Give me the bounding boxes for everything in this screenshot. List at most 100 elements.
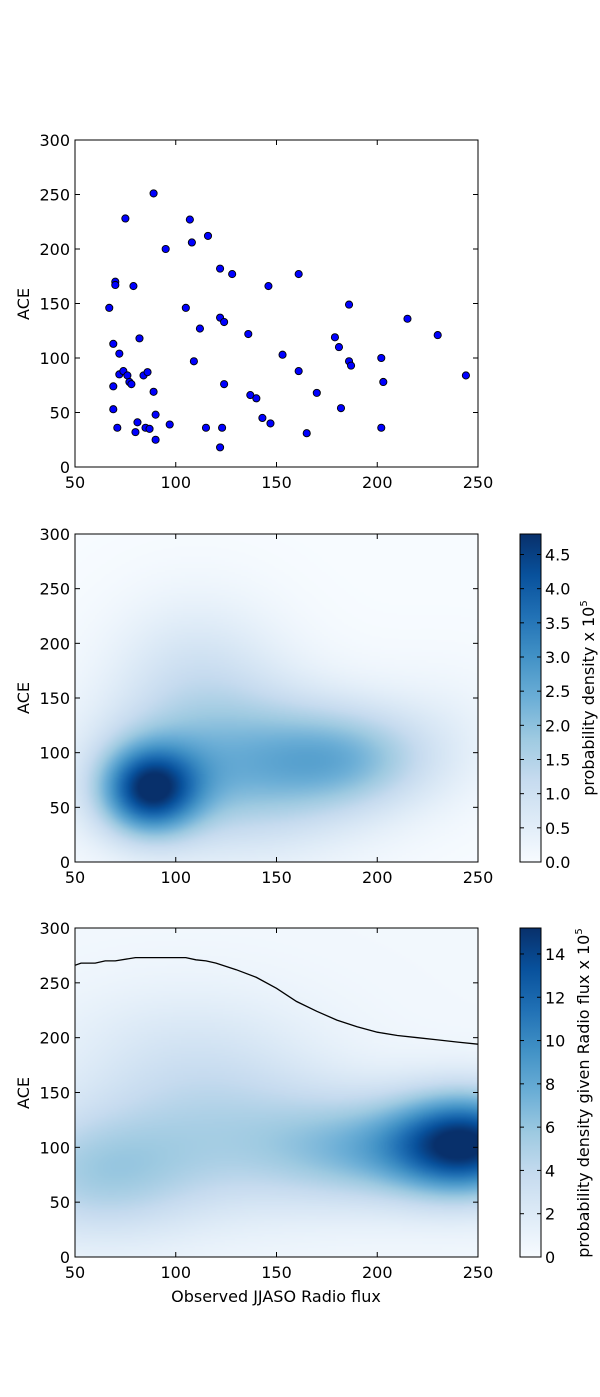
joint-density-y-tick-label: 250 xyxy=(39,580,70,599)
scatter-x-tick-label: 100 xyxy=(160,473,191,492)
scatter-point xyxy=(165,420,174,429)
scatter-point xyxy=(334,343,344,352)
joint-density-heatmap xyxy=(75,534,478,862)
joint-density-y-tick-label: 150 xyxy=(39,689,70,708)
joint-density-x-tick-label: 200 xyxy=(362,868,393,887)
joint-density-colorbar-tick-label: 4.0 xyxy=(545,580,570,599)
scatter-point xyxy=(258,413,267,423)
joint-density-x-tick-label: 100 xyxy=(160,868,191,887)
scatter-point xyxy=(266,419,275,428)
joint-density-colorbar-tick-label: 0.5 xyxy=(545,819,570,838)
scatter-point xyxy=(216,443,225,452)
joint-density-x-tick-label: 150 xyxy=(261,868,292,887)
scatter-point xyxy=(161,244,170,254)
scatter-y-tick-label: 250 xyxy=(39,186,70,205)
joint-density-y-tick-label: 100 xyxy=(39,744,70,763)
scatter-y-tick-label: 50 xyxy=(50,404,70,423)
scatter-point xyxy=(294,270,303,279)
scatter-point xyxy=(151,435,160,444)
scatter-point xyxy=(189,357,198,366)
scatter-point xyxy=(135,334,144,343)
joint-density-colorbar-label: probability density x 105 xyxy=(579,600,598,796)
joint-density-colorbar xyxy=(519,533,542,863)
conditional-density-y-tick-label: 250 xyxy=(39,974,70,993)
scatter-point xyxy=(203,231,213,240)
conditional-density-colorbar-tick-label: 0 xyxy=(545,1248,555,1267)
joint-density-y-tick-label: 300 xyxy=(39,525,70,544)
joint-density-colorbar-ticks: 0.0 0.5 1.0 1.5 2.0 2.5 3.0 3.5 4.0 4.5 xyxy=(520,546,570,872)
conditional-density-y-tick-label: 150 xyxy=(39,1084,70,1103)
scatter-point xyxy=(149,387,158,396)
scatter-x-tick-label: 50 xyxy=(65,473,85,492)
conditional-density-colorbar-tick-label: 12 xyxy=(545,988,565,1007)
scatter-point xyxy=(113,423,122,432)
joint-density-colorbar-tick-label: 2.5 xyxy=(545,682,570,701)
scatter-x-tick-label: 250 xyxy=(463,473,494,492)
scatter-y-tick-label: 300 xyxy=(39,131,70,150)
scatter-point xyxy=(185,215,194,224)
scatter-point xyxy=(109,382,118,391)
conditional-density-colorbar-tick-label: 4 xyxy=(545,1161,555,1180)
scatter-y-tick-label: 100 xyxy=(39,349,70,368)
conditional-density-x-tick-label: 50 xyxy=(65,1263,85,1282)
conditional-density-colorbar-tick-label: 2 xyxy=(545,1205,555,1224)
joint-density-colorbar-tick-label: 2.0 xyxy=(545,716,570,735)
scatter-point xyxy=(461,371,470,380)
scatter-point xyxy=(115,349,124,358)
joint-density-x-tick-label: 250 xyxy=(463,868,494,887)
joint-density-y-tick-label: 200 xyxy=(39,634,70,653)
conditional-density-colorbar-tick-label: 8 xyxy=(545,1075,555,1094)
scatter-points xyxy=(105,189,470,452)
scatter-point xyxy=(131,428,140,437)
joint-density-colorbar-tick-label: 4.5 xyxy=(545,546,570,565)
scatter-point xyxy=(109,405,118,414)
scatter-point xyxy=(105,303,114,312)
scatter-point xyxy=(278,350,287,359)
scatter-point xyxy=(195,324,204,333)
scatter-point xyxy=(145,424,154,433)
scatter-point xyxy=(111,280,120,290)
scatter-point xyxy=(187,238,196,247)
scatter-y-axis-label: ACE xyxy=(14,288,33,320)
scatter-point xyxy=(109,339,118,348)
scatter-point xyxy=(379,377,388,387)
scatter-point xyxy=(264,282,273,291)
scatter-point xyxy=(133,418,142,427)
conditional-density-y-tick-label: 300 xyxy=(39,919,70,938)
conditional-density-contour-line xyxy=(75,956,478,1045)
scatter-y-tick-label: 150 xyxy=(39,295,70,314)
scatter-y-tick-label: 200 xyxy=(39,240,70,259)
scatter-point xyxy=(377,423,386,432)
scatter-y-tick-label: 0 xyxy=(60,458,70,477)
scatter-point xyxy=(123,371,132,380)
scatter-x-tick-label: 150 xyxy=(261,473,292,492)
joint-density-y-tick-label: 0 xyxy=(60,853,70,872)
scatter-point xyxy=(330,333,339,342)
scatter-point xyxy=(220,317,229,327)
scatter-point xyxy=(252,394,261,403)
scatter-point xyxy=(302,429,311,438)
joint-density-colorbar-tick-label: 0.0 xyxy=(545,853,570,872)
conditional-density-x-tick-label: 200 xyxy=(362,1263,393,1282)
conditional-density-y-tick-label: 100 xyxy=(39,1138,70,1157)
conditional-density-colorbar xyxy=(519,927,542,1258)
scatter-point xyxy=(143,368,152,377)
scatter-point xyxy=(294,367,303,376)
scatter-point xyxy=(246,391,255,400)
conditional-density-heatmap xyxy=(75,928,478,1257)
conditional-density-y-tick-label: 200 xyxy=(39,1029,70,1048)
conditional-density-colorbar-label: probability density given Radio flux x 1… xyxy=(574,928,593,1257)
joint-density-colorbar-tick-label: 3.0 xyxy=(545,648,570,667)
scatter-point xyxy=(336,404,346,413)
conditional-density-x-tick-label: 100 xyxy=(160,1263,191,1282)
scatter-point xyxy=(228,270,237,279)
joint-density-x-tick-label: 50 xyxy=(65,868,85,887)
scatter-point xyxy=(127,380,136,389)
